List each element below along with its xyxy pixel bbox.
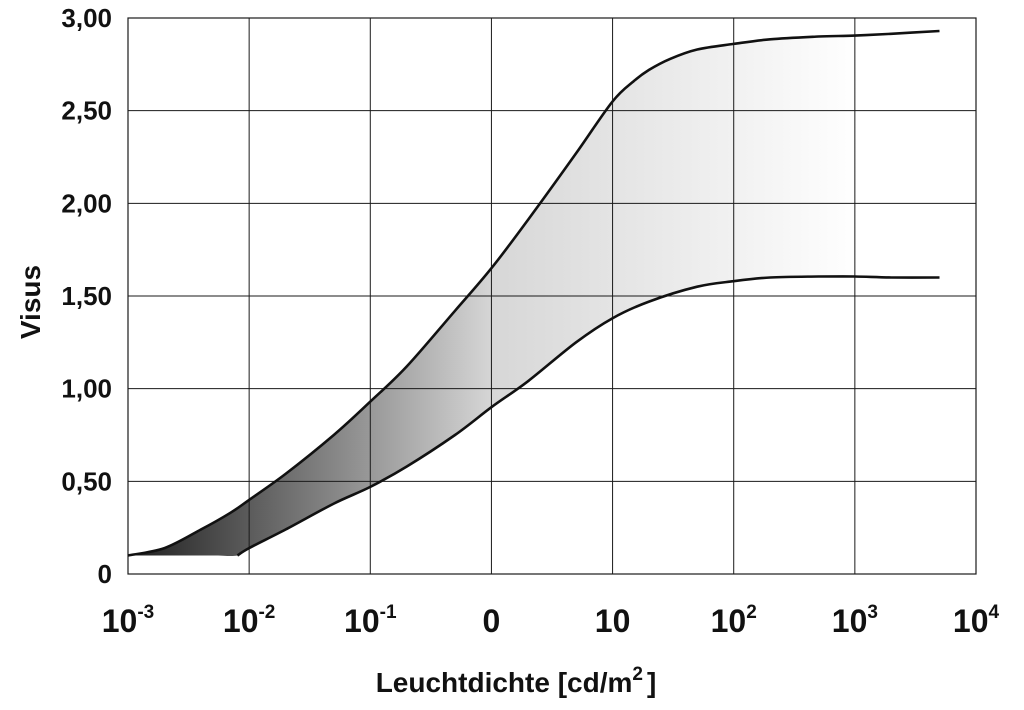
- x-axis-label: Leuchtdichte [cd/m2]: [376, 664, 657, 698]
- y-tick-label: 2,50: [61, 96, 112, 126]
- x-tick-label: 10: [595, 603, 631, 639]
- y-tick-label: 1,50: [61, 281, 112, 311]
- y-tick-label: 3,00: [61, 3, 112, 33]
- y-axis-label: Visus: [15, 265, 46, 339]
- x-tick-label: 10-2: [223, 602, 276, 639]
- upper-visus-curve: [127, 29, 940, 557]
- plot-frame: [127, 17, 977, 575]
- y-axis-ticks: 0 0,50 1,00 1,50 2,00 2,50 3,00: [61, 3, 112, 589]
- y-tick-label: 0,50: [61, 466, 112, 496]
- x-tick-label: 103: [832, 602, 878, 639]
- y-tick-label: 2,00: [61, 188, 112, 218]
- visus-range-band: [128, 31, 940, 557]
- x-tick-label: 102: [711, 602, 757, 639]
- x-tick-label: 0: [483, 603, 501, 639]
- x-axis-ticks: 10-3 10-2 10-1 0 10 102 103 104: [102, 602, 1000, 639]
- x-tick-label: 104: [953, 602, 1000, 639]
- x-tick-label: 10-3: [102, 602, 155, 639]
- x-tick-label: 10-1: [344, 602, 397, 639]
- lower-visus-curve: [236, 275, 940, 557]
- y-tick-label: 1,00: [61, 374, 112, 404]
- y-tick-label: 0: [98, 559, 112, 589]
